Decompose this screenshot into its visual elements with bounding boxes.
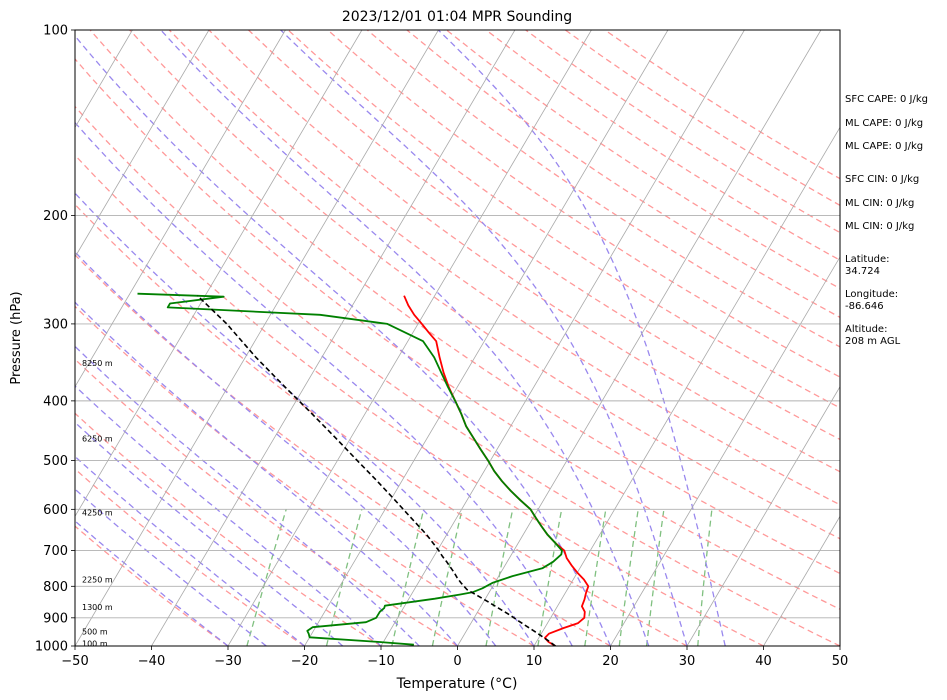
ml-cin-text-2: ML CIN: 0 J/kg <box>845 221 914 232</box>
dry-adiabat-line <box>129 30 840 540</box>
dry-adiabat-line <box>75 203 688 646</box>
isotherm-line <box>75 30 439 646</box>
dry-adiabat-line <box>208 30 840 473</box>
height-label: 8250 m <box>82 359 113 368</box>
y-tick-label: 900 <box>43 611 68 626</box>
dry-adiabat-line <box>327 30 840 378</box>
moist-adiabat-line <box>75 301 458 646</box>
x-tick-label: −40 <box>138 654 165 669</box>
dry-adiabat-line <box>75 358 458 646</box>
y-tick-label: 200 <box>43 209 68 224</box>
latitude-value: 34.724 <box>845 266 880 277</box>
isotherm-line <box>227 30 592 646</box>
dry-adiabat-line <box>75 305 535 646</box>
dry-adiabat-line <box>75 253 611 646</box>
isotherm-line <box>457 30 822 646</box>
x-tick-label: 0 <box>453 654 461 669</box>
dry-adiabat-line <box>75 412 382 646</box>
longitude-value: -86.646 <box>845 301 884 312</box>
moist-adiabat-line <box>75 488 267 646</box>
height-label: 100 m <box>82 640 108 649</box>
y-tick-label: 600 <box>43 503 68 518</box>
dry-adiabat-line <box>406 30 840 319</box>
x-tick-label: −30 <box>214 654 241 669</box>
moist-adiabat-line <box>75 385 382 646</box>
x-tick-label: −20 <box>291 654 318 669</box>
parcel-line <box>196 295 556 646</box>
dry-adiabat-line <box>287 30 840 409</box>
moist-adiabat-line <box>75 455 305 646</box>
dry-adiabat-line <box>75 468 305 646</box>
dry-adiabat-line <box>89 30 840 575</box>
background-lines <box>75 30 840 646</box>
height-label: 4250 m <box>82 508 113 517</box>
longitude-label: Longitude: <box>845 289 898 300</box>
height-label: 2250 m <box>82 576 113 585</box>
x-tick-label: −10 <box>367 654 394 669</box>
dry-adiabat-line <box>168 30 840 506</box>
moist-adiabat-line <box>75 345 420 646</box>
isotherm-line <box>686 385 840 646</box>
moist-adiabat-line <box>437 30 726 646</box>
y-tick-label: 700 <box>43 544 68 559</box>
sfc-cape-text: SFC CAPE: 0 J/kg <box>845 94 928 105</box>
y-tick-label: 1000 <box>35 640 68 655</box>
sfc-cin-text: SFC CIN: 0 J/kg <box>845 174 919 185</box>
x-tick-label: 10 <box>526 654 543 669</box>
isotherm-line <box>75 30 286 388</box>
mixing-ratio-line <box>537 509 563 646</box>
moist-adiabat-line <box>75 34 612 646</box>
isotherm-line <box>610 256 840 646</box>
height-label: 500 m <box>82 628 108 637</box>
isotherm-line <box>75 30 210 258</box>
dry-adiabat-line <box>75 105 840 646</box>
isotherm-line <box>75 30 363 518</box>
stats-panel: SFC CAPE: 0 J/kg ML CAPE: 0 J/kg ML CAPE… <box>845 94 928 347</box>
ml-cin-text: ML CIN: 0 J/kg <box>845 198 914 209</box>
sounding-series <box>137 292 590 646</box>
x-tick-label: −50 <box>61 654 88 669</box>
x-tick-label: 30 <box>679 654 696 669</box>
y-tick-label: 300 <box>43 317 68 332</box>
isotherm-line <box>763 515 840 646</box>
moist-adiabat-line <box>75 251 497 646</box>
axis-ticks: −50 −40 −30 −20 −10 0 10 20 30 40 50 1000 900 800 700 6… <box>35 24 848 670</box>
height-label: 1300 m <box>82 603 113 612</box>
mixing-ratio-line <box>391 509 425 646</box>
dry-adiabat-line <box>75 525 229 646</box>
x-tick-label: 40 <box>755 654 772 669</box>
height-label: 6250 m <box>82 434 113 443</box>
moist-adiabat-line <box>75 421 344 646</box>
plot-frame <box>74 29 841 647</box>
moist-adiabat-line <box>75 520 229 646</box>
altitude-label: Altitude: <box>845 324 887 335</box>
y-tick-label: 100 <box>43 24 68 39</box>
y-tick-label: 500 <box>43 454 68 469</box>
isotherm-line <box>151 30 516 646</box>
x-axis-label: Temperature (°C) <box>396 676 518 692</box>
moist-adiabat-line <box>75 121 573 646</box>
isotherm-line <box>533 126 840 646</box>
y-tick-label: 800 <box>43 580 68 595</box>
dry-adiabat-line <box>446 30 840 290</box>
dry-adiabat-line <box>75 154 764 646</box>
y-axis-label: Pressure (hPa) <box>9 291 24 384</box>
chart-title: 2023/12/01 01:04 MPR Sounding <box>342 9 572 25</box>
moist-adiabat-line <box>160 30 650 646</box>
altitude-value: 208 m AGL <box>845 336 901 347</box>
y-tick-label: 400 <box>43 394 68 409</box>
x-tick-label: 20 <box>602 654 619 669</box>
isotherm-line <box>380 30 745 646</box>
ml-cape-text-2: ML CAPE: 0 J/kg <box>845 141 923 152</box>
dewpoint-line <box>137 292 563 646</box>
x-tick-label: 50 <box>832 654 849 669</box>
height-labels: 100 m 500 m 1300 m 2250 m 4250 m 6250 m 8250 m <box>82 359 113 649</box>
dry-adiabat-line <box>248 30 840 441</box>
ml-cape-text: ML CAPE: 0 J/kg <box>845 118 923 129</box>
dry-adiabat-line <box>75 58 840 610</box>
isotherm-line <box>304 30 669 646</box>
latitude-label: Latitude: <box>845 254 890 265</box>
moist-adiabat-line <box>280 30 688 646</box>
